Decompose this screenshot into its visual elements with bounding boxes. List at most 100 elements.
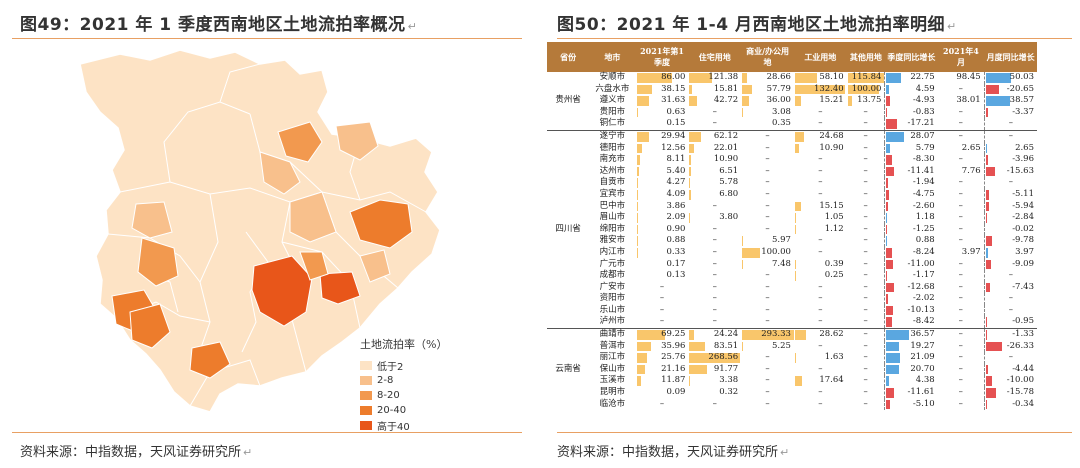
value-text: 98.45	[956, 72, 981, 82]
value-text: -9.78	[1012, 235, 1034, 246]
value-cell: –	[937, 129, 985, 143]
value-text: –	[863, 188, 868, 199]
value-cell: –	[847, 293, 885, 305]
city-cell: 铜仁市	[599, 118, 626, 129]
value-cell: -3.37	[983, 106, 1037, 119]
value-text: –	[958, 118, 963, 129]
map-region-8-20	[129, 303, 171, 349]
value-bar	[742, 247, 760, 258]
value-text: –	[863, 106, 868, 117]
value-text: -12.68	[907, 281, 935, 292]
value-cell: 24.68	[793, 129, 847, 143]
city-cell: 资阳市	[599, 293, 626, 304]
value-cell: 0.17	[636, 259, 689, 271]
value-text: –	[659, 281, 665, 292]
value-cell: –	[847, 235, 885, 247]
value-cell: –	[688, 201, 741, 213]
city-cell: 安顺市	[599, 72, 626, 82]
value-text: –	[712, 316, 717, 327]
value-text: 5.25	[772, 340, 791, 351]
table-row: 成都市 0.13 – – 0.25 – -1.17 – –	[547, 270, 1037, 282]
value-text: 21.09	[910, 352, 935, 363]
table-row: 资阳市 – – – – – -2.02 – –	[547, 293, 1037, 305]
value-text: -2.60	[912, 200, 935, 211]
value-text: -3.96	[1012, 154, 1034, 165]
value-cell: –	[741, 375, 794, 387]
positive-growth-bar	[886, 364, 900, 375]
value-cell: 19.27	[884, 340, 938, 353]
value-text: –	[863, 375, 868, 386]
value-cell: 5.25	[741, 341, 794, 353]
table-row: 遵义市 31.63 42.72 36.00 15.21 13.75 -4.93 38.01 38…	[547, 95, 1037, 107]
value-cell: –	[741, 282, 794, 294]
value-cell: –	[938, 201, 984, 213]
table-row: 南充市 8.11 10.90 – – – -8.30 – -3.96	[547, 154, 1037, 166]
value-cell: –	[688, 316, 741, 328]
value-text: -3.37	[1012, 106, 1034, 117]
value-cell: -9.78	[983, 235, 1037, 247]
value-text: -5.10	[912, 398, 935, 409]
city-cell: 广元市	[599, 258, 626, 269]
value-cell: 4.09	[636, 189, 689, 201]
value-cell: 0.32	[688, 387, 741, 399]
value-text: -26.33	[1006, 340, 1034, 351]
value-text: –	[712, 258, 717, 269]
value-cell: 0.88	[884, 235, 938, 247]
value-cell: –	[794, 166, 847, 178]
value-bar	[794, 201, 801, 212]
value-cell: –	[847, 154, 885, 166]
value-text: –	[863, 281, 868, 292]
value-cell: 100.00	[741, 247, 794, 259]
value-cell: -26.33	[983, 340, 1037, 353]
value-text: 8.11	[666, 154, 686, 165]
value-text: –	[818, 154, 823, 165]
figure-49-panel: 图49：2021 年 1 季度西南地区土地流拍率概况 ↵	[0, 0, 530, 468]
legend-item: 20-40	[360, 403, 447, 418]
value-bar	[636, 341, 652, 352]
positive-growth-bar	[886, 376, 890, 387]
value-text: 0.32	[719, 387, 739, 398]
value-cell: –	[741, 143, 794, 155]
table-row: 四川省 遂宁市 29.94 62.12–24.68–28.07– –	[547, 129, 1037, 329]
paragraph-mark-icon: ↵	[243, 446, 253, 459]
value-text: –	[818, 363, 823, 374]
value-cell: 10.90	[794, 143, 847, 155]
positive-growth-bar	[886, 330, 910, 340]
positive-growth-bar	[985, 143, 988, 154]
city-cell: 泸州市	[599, 316, 626, 327]
value-text: 12.56	[661, 142, 686, 153]
value-text: -8.24	[912, 246, 935, 257]
map-region-8-20	[137, 237, 179, 287]
value-text: –	[863, 398, 868, 409]
value-text: 11.87	[661, 375, 686, 386]
value-text: 0.88	[915, 235, 935, 246]
value-text: –	[765, 177, 770, 188]
value-bar	[636, 131, 649, 142]
table-row: 广安市 – – – – – -12.68 – -7.43	[547, 281, 1037, 294]
value-text: 0.09	[666, 387, 686, 398]
value-bar	[794, 84, 845, 95]
value-cell: –	[636, 293, 689, 305]
value-cell: 3.97	[983, 246, 1037, 259]
value-bar	[689, 178, 691, 188]
value-cell: 83.51	[688, 341, 741, 353]
value-cell: –	[741, 352, 794, 364]
value-bar	[689, 155, 692, 165]
value-text: –	[1008, 118, 1013, 129]
table-row: 贵阳市 0.63 – 3.08 – – -0.83 – -3.37	[547, 106, 1037, 119]
value-text: -4.44	[1012, 363, 1034, 374]
value-bar	[689, 213, 691, 223]
value-bar	[689, 376, 691, 387]
value-cell: –	[741, 387, 794, 399]
negative-growth-bar	[985, 166, 996, 177]
table-header-cell: 住宅用地	[688, 42, 742, 72]
value-bar	[742, 96, 749, 106]
value-cell: -8.24	[884, 246, 938, 259]
value-text: –	[818, 281, 823, 292]
value-cell: 0.33	[636, 247, 689, 259]
value-cell: –	[741, 399, 794, 411]
value-cell: -0.02	[983, 223, 1037, 236]
value-text: –	[659, 293, 665, 304]
source-divider	[12, 432, 522, 433]
value-cell: 3.38	[688, 375, 741, 387]
